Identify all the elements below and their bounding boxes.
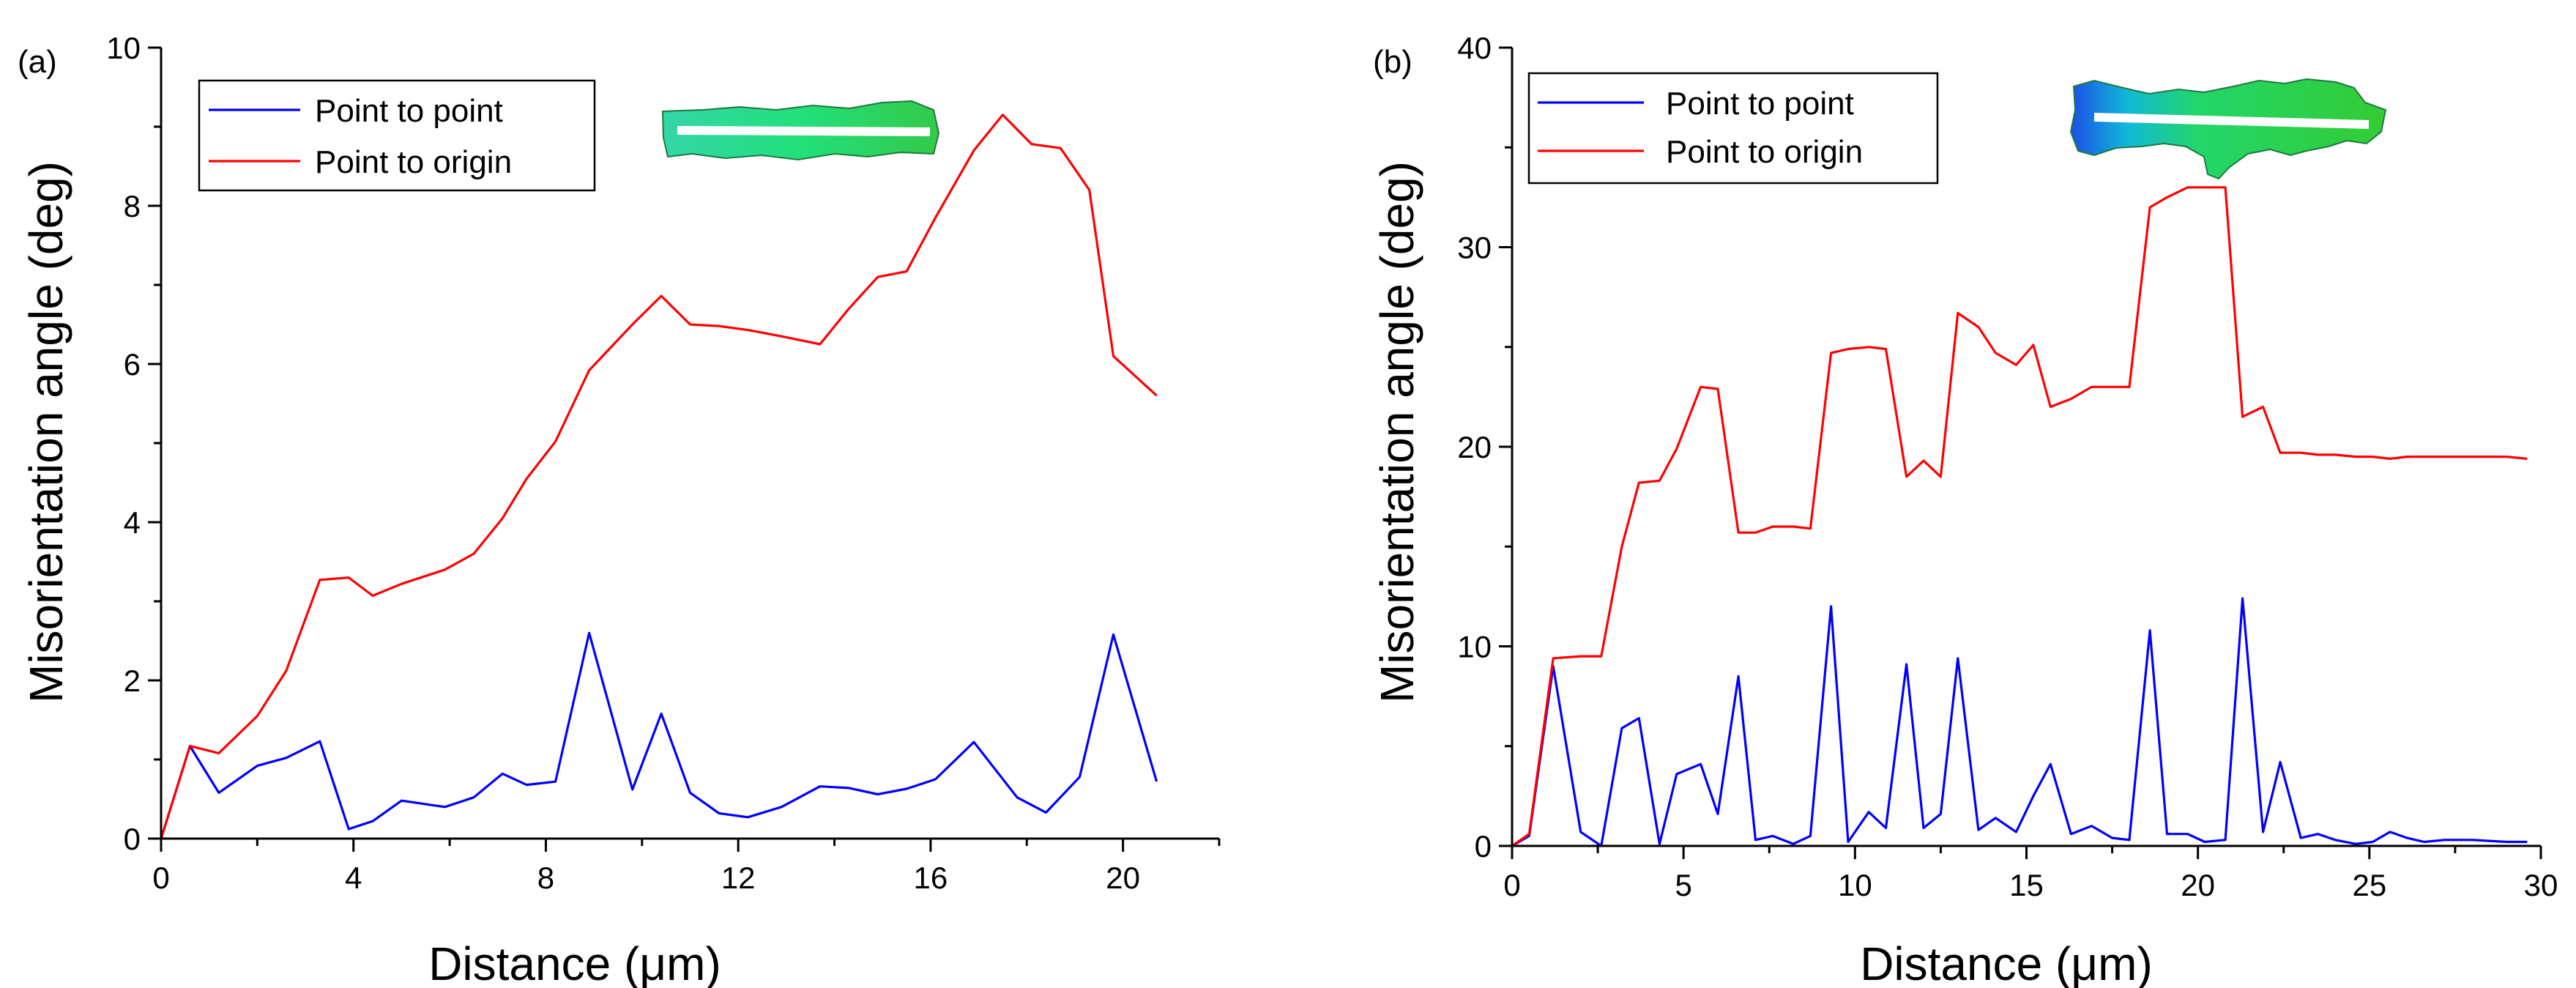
panel-b-y-tick-label: 40 xyxy=(1457,31,1492,65)
panel-a-y-tick-label: 6 xyxy=(124,347,141,382)
panel-b-legend-label-point-to-origin: Point to origin xyxy=(1666,134,1863,170)
panel-a-x-tick-label: 20 xyxy=(1106,861,1140,895)
panel-a-y-axis-title: Misorientation angle (deg) xyxy=(20,161,72,703)
panel-a-y-tick-label: 2 xyxy=(124,664,141,698)
panel-a-x-tick-label: 4 xyxy=(345,861,362,895)
panel-b-axes xyxy=(1511,48,2541,847)
panel-b-x-tick-label: 15 xyxy=(2009,868,2044,902)
panel-a-series xyxy=(160,114,1158,839)
panel-a-y-tick-label: 4 xyxy=(124,505,141,540)
panel-a-grain-map-inset xyxy=(661,100,940,161)
panel-b-ticks: 0 5 10 15 20 25 30 0 10 20 30 40 xyxy=(1457,31,2558,902)
panel-b-y-tick-label: 0 xyxy=(1475,829,1492,863)
panel-a-y-tick-label: 8 xyxy=(124,189,141,223)
panel-b-series xyxy=(1511,186,2528,847)
panel-b-y-tick-label: 30 xyxy=(1457,231,1492,265)
panel-b-grain-map-shape xyxy=(2069,78,2387,180)
panel-a-x-tick-label: 12 xyxy=(721,861,756,895)
panel-b-x-tick-label: 10 xyxy=(1838,868,1872,902)
panel-a-legend-box xyxy=(198,79,596,192)
panel-a-axes xyxy=(160,48,1219,840)
panel-b-x-axis-title: Distance (μm) xyxy=(1860,937,2153,988)
panel-b-label: (b) xyxy=(1373,44,1412,80)
panel-b-grain-map-line xyxy=(2093,113,2370,129)
panel-b-x-tick-label: 25 xyxy=(2352,868,2386,902)
panel-b-x-tick-label: 0 xyxy=(1503,868,1520,902)
panel-b-grain-map-inset xyxy=(2069,78,2387,180)
panel-a-x-tick-label: 0 xyxy=(152,861,169,895)
panel-a: (a) 0 4 8 12 16 20 0 2 4 6 8 10 Distance (μm) Misor… xyxy=(18,31,1221,988)
panel-a-x-axis-title: Distance (μm) xyxy=(428,937,721,988)
panel-a-x-tick-label: 16 xyxy=(914,861,948,895)
panel-b-legend-box xyxy=(1527,72,1939,185)
panel-a-x-tick-label: 8 xyxy=(537,861,554,895)
panel-b-plot: 0 5 10 15 20 25 30 0 10 20 30 40 xyxy=(1457,31,2558,902)
panel-a-label: (a) xyxy=(18,44,57,80)
panel-b-series-point-to-point xyxy=(1511,597,2528,847)
panel-b-legend-label-point-to-point: Point to point xyxy=(1666,86,1854,122)
panel-a-series-point-to-point xyxy=(160,631,1158,839)
panel-b-x-tick-label: 5 xyxy=(1675,868,1691,902)
panel-b-series-point-to-origin xyxy=(1511,186,2528,847)
panel-a-y-tick-label: 10 xyxy=(106,31,141,65)
panel-a-legend-label-point-to-origin: Point to origin xyxy=(315,144,512,180)
panel-a-ticks: 0 4 8 12 16 20 0 2 4 6 8 10 xyxy=(106,31,1221,895)
panel-a-plot: 0 4 8 12 16 20 0 2 4 6 8 10 xyxy=(106,31,1221,895)
panel-b-y-axis-title: Misorientation angle (deg) xyxy=(1371,161,1423,703)
panel-b-legend: Point to point Point to origin xyxy=(1527,72,1939,185)
panel-b-y-tick-label: 20 xyxy=(1457,430,1492,464)
panel-b-x-tick-label: 20 xyxy=(2181,868,2215,902)
panel-a-grain-map-line xyxy=(677,126,931,136)
panel-a-legend: Point to point Point to origin xyxy=(198,79,596,192)
panel-a-y-tick-label: 0 xyxy=(124,822,141,856)
panel-a-series-point-to-origin xyxy=(160,114,1158,839)
panel-b-x-tick-label: 30 xyxy=(2524,868,2558,902)
panel-a-legend-label-point-to-point: Point to point xyxy=(315,93,503,129)
panel-b-y-tick-label: 10 xyxy=(1457,630,1492,664)
